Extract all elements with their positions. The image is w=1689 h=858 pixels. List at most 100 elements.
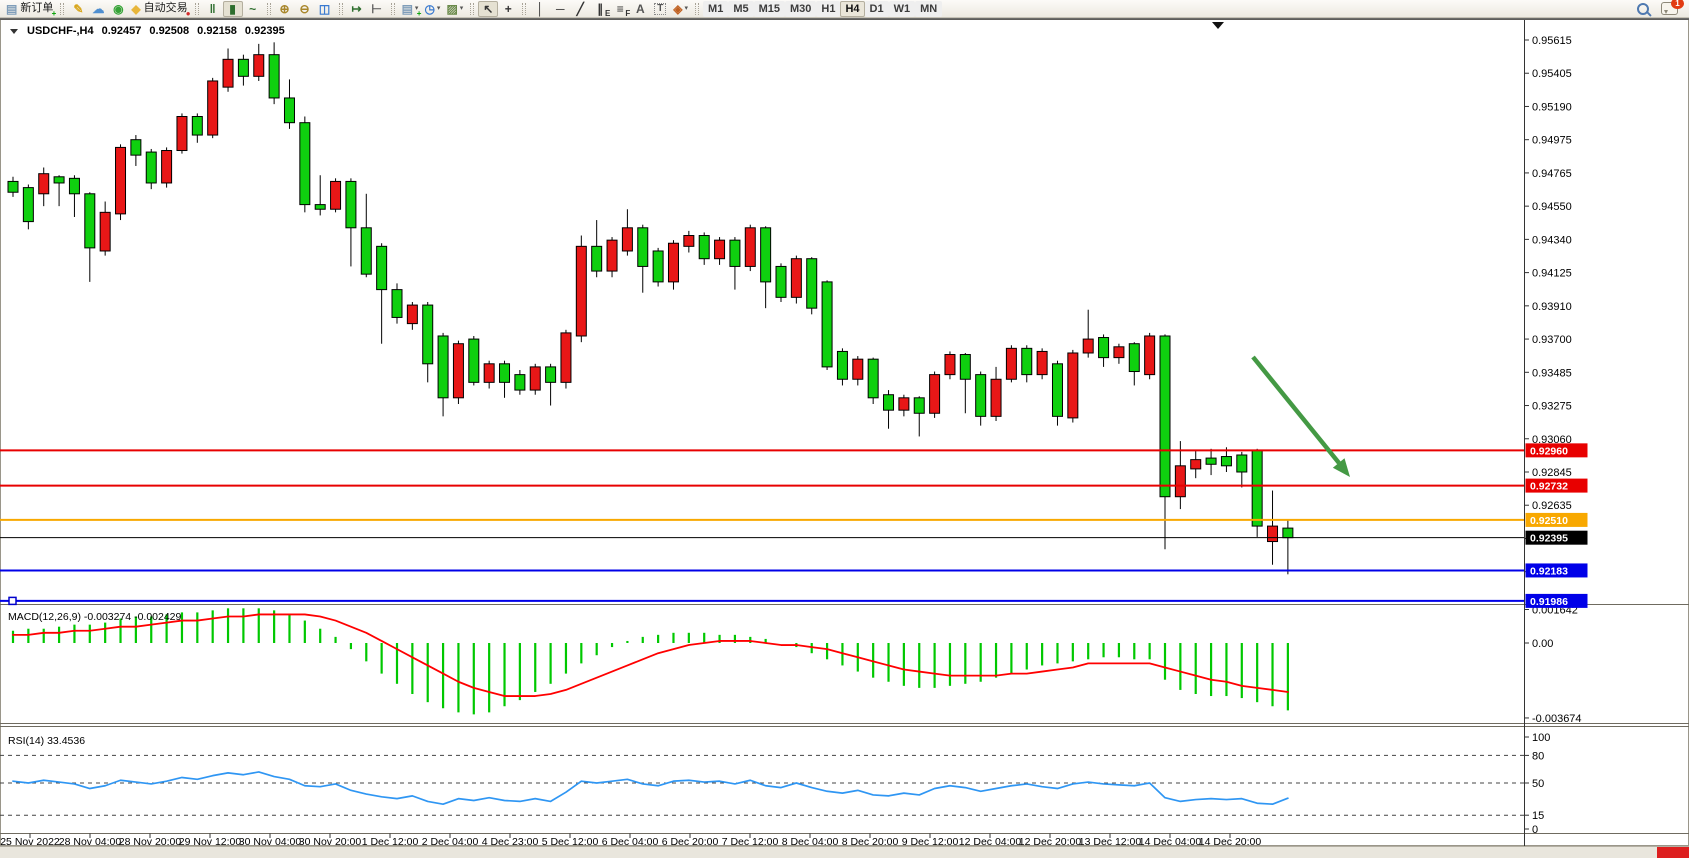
arrows-icon: ◈	[673, 1, 683, 16]
new-chart-button[interactable]: ▤ + ▾	[399, 1, 422, 18]
candle-body	[222, 58, 234, 88]
text-label-button[interactable]: T	[650, 1, 670, 17]
svg-text:12 Dec 04:00: 12 Dec 04:00	[959, 836, 1022, 848]
svg-text:0.91986: 0.91986	[1530, 596, 1568, 608]
toolbar-grip[interactable]	[266, 2, 271, 15]
candle-body	[237, 58, 249, 77]
text-label-icon: T	[654, 2, 667, 15]
trend-arrow[interactable]	[1251, 355, 1350, 477]
candle-body	[391, 289, 403, 318]
timeframe-m15-button[interactable]: M15	[753, 0, 786, 17]
equidistant-channel-button[interactable]: ∥ E	[590, 1, 610, 18]
timeframe-m30-button[interactable]: M30	[785, 0, 817, 17]
arrows-button[interactable]: ◈ ▾	[670, 1, 691, 17]
candle-body	[1159, 335, 1171, 498]
candle-body	[990, 378, 1002, 417]
svg-text:0.92635: 0.92635	[1532, 500, 1572, 512]
chart-shift-marker[interactable]	[1212, 22, 1224, 29]
toolbar-grip[interactable]	[390, 2, 395, 15]
timeframe-m5-button[interactable]: M5	[728, 0, 754, 17]
timeframe-h1-button[interactable]: H1	[816, 0, 841, 17]
candle-body	[652, 250, 664, 283]
candle-body	[468, 338, 480, 383]
toolbar-grip[interactable]	[194, 2, 199, 15]
toolbar-grip[interactable]	[522, 2, 527, 15]
svg-text:30 Nov 20:00: 30 Nov 20:00	[299, 836, 362, 848]
fibonacci-button[interactable]: ≡ F	[610, 1, 631, 18]
text-icon: A	[635, 1, 645, 16]
toolbar-grip[interactable]	[338, 2, 343, 15]
toolbar-grip[interactable]	[695, 2, 700, 15]
community-button[interactable]: ☁	[88, 1, 108, 17]
timeframe-m1-button[interactable]: M1	[703, 0, 729, 17]
svg-text:0.95615: 0.95615	[1532, 35, 1572, 47]
svg-text:0.00: 0.00	[1532, 638, 1553, 650]
symbol-list-caret-icon[interactable]	[10, 28, 18, 34]
candle-body	[591, 245, 603, 272]
new-order-button[interactable]: ▤ + 新订单	[3, 1, 56, 18]
line-drag-handle[interactable]	[8, 596, 17, 606]
candle-body	[867, 358, 879, 399]
svg-text:RSI(14) 33.4536: RSI(14) 33.4536	[8, 735, 85, 747]
templates-button[interactable]: ▨ ▾	[443, 1, 466, 17]
symbol-label: USDCHF-,H4	[27, 25, 94, 37]
candle-body	[760, 227, 772, 283]
chevron-down-icon[interactable]: ▾	[684, 5, 689, 12]
zoom-out-button[interactable]: ⊖	[295, 1, 315, 17]
timeframe-h4-button[interactable]: H4	[840, 0, 865, 17]
tile-windows-button[interactable]: ◫	[315, 1, 335, 17]
timeframe-d1-button[interactable]: D1	[864, 0, 889, 17]
hlines-layer[interactable]	[0, 449, 1524, 606]
candle-body	[959, 354, 971, 380]
chart-wizard-button[interactable]: ✎	[68, 1, 88, 17]
status-bar	[0, 846, 1689, 858]
candle-body	[253, 54, 265, 77]
trendline-icon: ╱	[576, 1, 584, 16]
horizontal-line-button[interactable]: ─	[550, 1, 570, 17]
chevron-down-icon[interactable]: ▾	[459, 5, 464, 12]
chart-title-bar[interactable]: USDCHF-,H4 0.92457 0.92508 0.92158 0.923…	[10, 25, 285, 37]
fibonacci-badge-icon: F	[625, 8, 631, 18]
chart-shift-button[interactable]: ⊢	[367, 1, 387, 17]
svg-text:15: 15	[1532, 810, 1544, 822]
svg-text:13 Dec 12:00: 13 Dec 12:00	[1079, 836, 1142, 848]
zoom-in-button[interactable]: ⊕	[275, 1, 295, 17]
timeframe-mn-button[interactable]: MN	[915, 0, 943, 17]
toolbar-grip[interactable]	[60, 2, 65, 15]
chevron-down-icon[interactable]: ▾	[436, 5, 441, 12]
candle-body	[161, 150, 173, 184]
candle-body	[452, 343, 464, 399]
auto-trading-button[interactable]: ◆ ● 自动交易	[128, 1, 190, 18]
candle-body	[975, 374, 987, 417]
line-chart-button[interactable]: ~	[243, 1, 263, 17]
candle-body	[99, 211, 111, 252]
candle-body	[775, 265, 787, 298]
new-chart-badge-icon: +	[416, 8, 422, 18]
candlestick-chart-button[interactable]: ▮	[222, 0, 243, 17]
trendline-button[interactable]: ╱	[570, 1, 590, 17]
candle-body	[729, 239, 741, 267]
candle-body	[1190, 459, 1202, 470]
bar-chart-button[interactable]: ‖	[203, 1, 223, 17]
candle-body	[299, 122, 311, 206]
toolbar-grip[interactable]	[470, 2, 475, 15]
crosshair-button[interactable]: +	[498, 1, 518, 17]
text-button[interactable]: A	[630, 1, 650, 17]
profiles-button[interactable]: ◷ ▾	[421, 1, 443, 17]
timeframe-w1-button[interactable]: W1	[888, 0, 916, 17]
ohlc-close: 0.92395	[244, 25, 285, 37]
line-chart-icon: ~	[249, 1, 257, 16]
signals-button[interactable]: ◉	[108, 1, 128, 17]
notifications-chat-icon[interactable]: 1	[1661, 0, 1684, 15]
cursor-button[interactable]: ↖	[478, 0, 499, 17]
vertical-line-button[interactable]: │	[530, 1, 550, 17]
candle-body	[1205, 457, 1217, 465]
candle-body	[714, 239, 726, 260]
candle-body	[437, 335, 449, 399]
svg-text:0.94975: 0.94975	[1532, 135, 1572, 147]
auto-scroll-button[interactable]: ↦	[347, 1, 367, 17]
chevron-down-icon[interactable]: ▾	[414, 5, 419, 12]
search-icon[interactable]	[1637, 2, 1649, 15]
